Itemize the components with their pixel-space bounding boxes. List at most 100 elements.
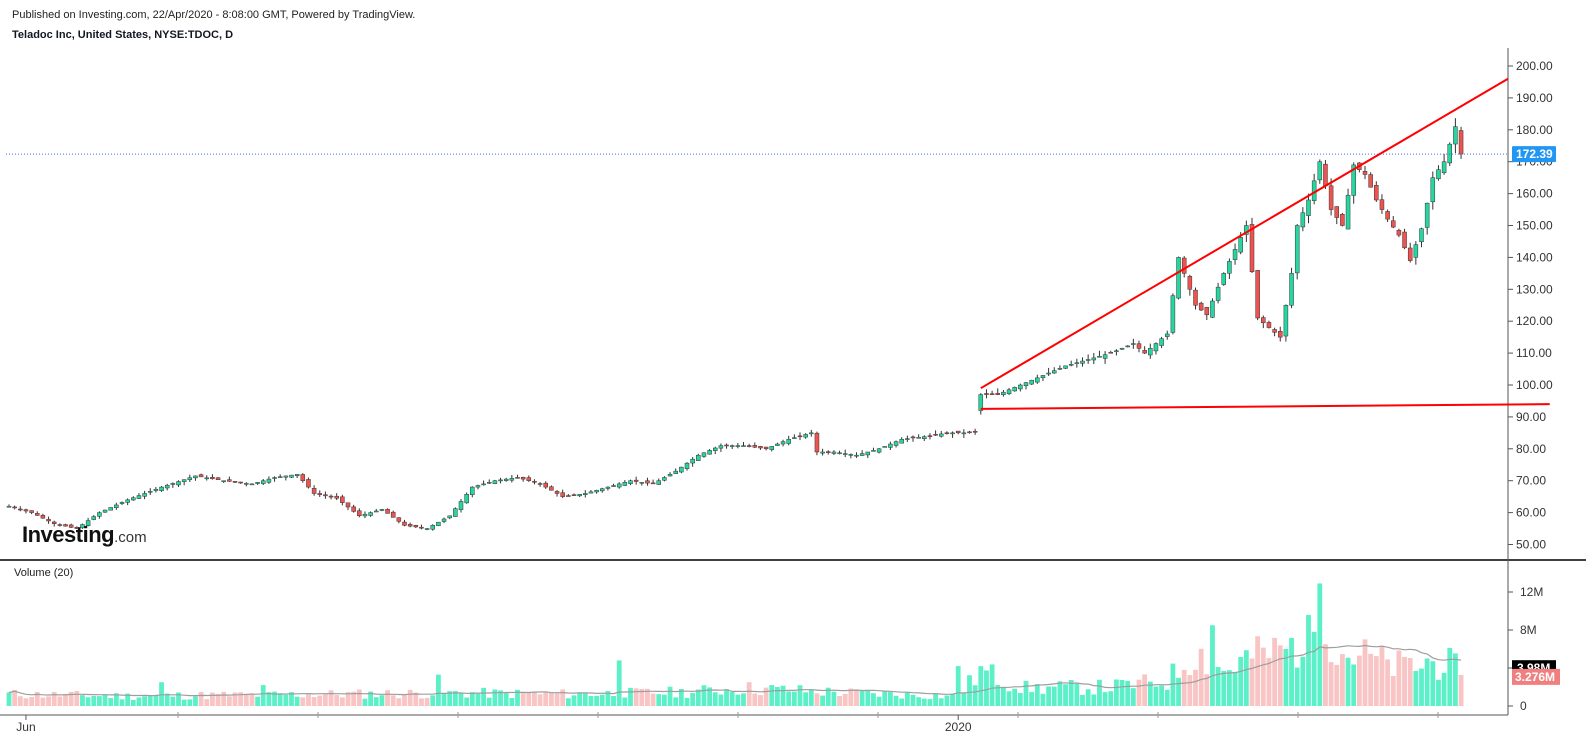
candle-up (1430, 177, 1436, 203)
candle-down (1385, 211, 1390, 220)
volume-bar (972, 685, 978, 706)
candle-down (746, 445, 752, 447)
volume-bar (921, 698, 927, 706)
candle-up (102, 509, 108, 513)
volume-bar (1119, 679, 1125, 706)
volume-bar (616, 660, 622, 706)
candle-down (1266, 322, 1272, 328)
volume-pane-label: Volume (20) (14, 567, 74, 579)
volume-bar (724, 689, 729, 706)
candle-up (249, 483, 255, 486)
volume-bar (1243, 650, 1249, 706)
volume-bar (362, 698, 368, 706)
volume-bar (1210, 625, 1215, 706)
candle-up (1148, 348, 1153, 356)
volume-bar (1289, 637, 1294, 706)
volume-bar (1181, 669, 1187, 706)
candle-down (210, 477, 215, 480)
candle-down (645, 480, 650, 484)
volume-bar (17, 696, 23, 706)
volume-bar (814, 693, 820, 706)
volume-bar (1080, 694, 1085, 706)
volume-bar (582, 693, 588, 706)
volume-bar (12, 690, 18, 706)
volume-ma-line (8, 644, 1462, 697)
candle-down (345, 502, 351, 508)
volume-bar (786, 691, 792, 706)
candle-down (955, 430, 961, 434)
volume-bar (113, 693, 119, 706)
candle-down (357, 510, 362, 517)
candle-up (1153, 343, 1159, 352)
support-trendline[interactable] (980, 403, 1550, 410)
candle-up (809, 432, 814, 435)
candle-up (436, 521, 441, 527)
volume-bar (210, 692, 215, 706)
candle-down (814, 432, 820, 453)
volume-bar (1328, 662, 1334, 706)
resistance-trendline[interactable] (980, 77, 1509, 390)
candle-down (74, 526, 80, 529)
volume-bar (684, 697, 690, 706)
candle-down (198, 474, 204, 478)
volume-bar (334, 695, 340, 706)
volume-bar (1277, 645, 1283, 706)
candle-up (187, 477, 193, 481)
volume-bar (390, 695, 396, 706)
volume-bar (758, 695, 763, 706)
volume-bar (323, 694, 328, 706)
candle-up (193, 475, 198, 479)
candle-up (272, 477, 277, 479)
candle-up (1131, 343, 1136, 345)
candle-down (1261, 317, 1266, 324)
candle-down (306, 479, 311, 488)
candle-down (351, 506, 356, 512)
candle-down (526, 477, 532, 481)
volume-bar (678, 689, 684, 706)
candle-up (1080, 360, 1085, 364)
volume-bar (1130, 688, 1136, 706)
candle-down (763, 446, 769, 450)
candle-up (775, 443, 780, 446)
volume-bar (1001, 686, 1006, 706)
candle-down (972, 431, 978, 433)
candle-up (1029, 379, 1034, 385)
volume-tick-label: 8M (1520, 623, 1537, 637)
candle-up (1063, 365, 1068, 369)
candle-up (6, 505, 12, 508)
candle-down (390, 511, 396, 518)
candle-up (684, 462, 690, 469)
candle-up (1085, 359, 1091, 361)
volume-bar (746, 682, 752, 706)
candle-up (131, 497, 136, 501)
volume-bar (888, 692, 893, 706)
candle-down (758, 446, 763, 449)
volume-bar (633, 688, 639, 706)
candle-up (1052, 370, 1057, 374)
candle-up (792, 437, 797, 439)
candle-up (447, 515, 452, 519)
candle-down (340, 496, 345, 503)
price-tick-label: 130.00 (1516, 282, 1553, 296)
volume-bar (882, 691, 888, 706)
candle-up (594, 490, 599, 493)
candle-up (1035, 377, 1040, 383)
candle-up (1176, 257, 1181, 299)
volume-bar (571, 695, 577, 706)
volume-bar (198, 691, 204, 706)
volume-bar (712, 692, 718, 706)
volume-bar (1227, 670, 1232, 706)
volume-bar (780, 685, 786, 706)
candle-up (1221, 273, 1226, 285)
volume-bar (622, 697, 628, 706)
volume-bar (1345, 657, 1351, 706)
volume-bar (142, 696, 147, 706)
candle-down (1272, 329, 1277, 333)
volume-bar (1266, 658, 1272, 706)
volume-bar (611, 696, 616, 706)
candle-down (1402, 231, 1407, 249)
volume-bar (1323, 644, 1328, 706)
volume-bar (379, 695, 385, 706)
price-tick-label: 100.00 (1516, 378, 1553, 392)
